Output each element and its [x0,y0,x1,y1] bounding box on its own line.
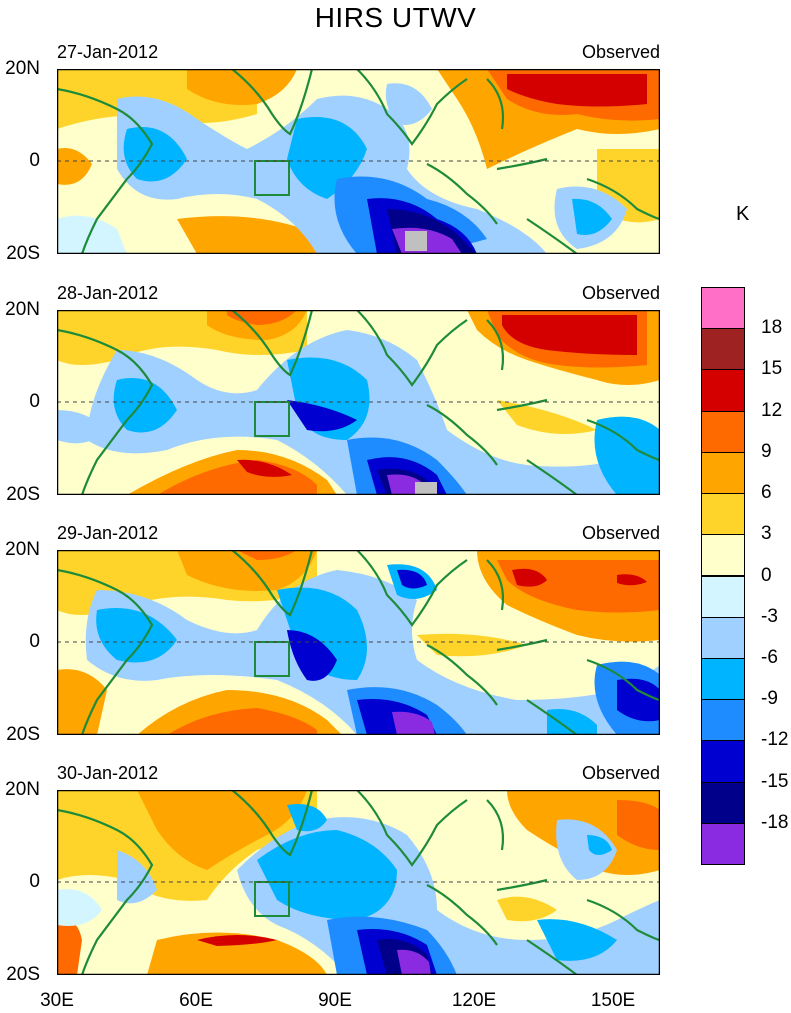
panel-label: Observed [581,42,660,62]
colorbar-swatch [701,410,745,453]
colorbar-tick-label: -15 [761,770,789,792]
lon-label-90e: 90E [318,990,352,1011]
colorbar-swatch [701,616,745,659]
lat-label-20s: 20S [6,243,40,264]
panel-date: 28-Jan-2012 [57,283,159,303]
colorbar-swatch [701,822,745,865]
lat-label-20n: 20N [5,539,40,560]
lat-label-20s: 20S [6,484,40,505]
colorbar-swatch [701,369,745,412]
colorbar-tick-label: 0 [761,564,772,586]
map-panel-27jan [57,69,660,254]
lon-label-60e: 60E [179,990,213,1011]
colorbar-swatch [701,740,745,783]
lat-label-0: 0 [29,871,40,892]
colorbar [701,287,745,865]
colorbar-swatch [701,534,745,577]
lon-label-120e: 120E [451,990,497,1011]
colorbar-unit: K [736,203,750,225]
figure-title: HIRS UTWV [314,2,477,33]
lat-label-20n: 20N [5,779,40,800]
panel-label: Observed [581,523,660,543]
colorbar-tick-label: -12 [761,729,789,751]
colorbar-tick-label: -6 [761,646,778,668]
lon-label-30e: 30E [40,990,74,1011]
map-svg [57,790,660,975]
panel-date: 27-Jan-2012 [57,42,159,62]
map-svg [57,310,660,495]
map-panel-29jan [57,550,660,735]
colorbar-swatch [701,451,745,495]
colorbar-swatch [701,781,745,824]
map-panel-28jan [57,310,660,495]
colorbar-swatch [701,657,745,701]
colorbar-tick-label: 12 [761,399,783,421]
lat-label-20s: 20S [6,964,40,985]
lat-label-20s: 20S [6,724,40,745]
lat-label-20n: 20N [5,299,40,320]
panel-label: Observed [581,283,660,303]
map-svg [57,69,660,254]
map-panel-30jan [57,790,660,975]
lat-label-0: 0 [29,391,40,412]
colorbar-swatch [701,575,745,618]
colorbar-tick-label: -18 [761,811,789,833]
panel-label: Observed [581,763,660,783]
colorbar-tick-label: 15 [761,358,783,380]
lat-label-0: 0 [29,150,40,171]
lat-label-0: 0 [29,631,40,652]
colorbar-tick-label: 9 [761,440,772,462]
colorbar-tick-label: 18 [761,317,783,339]
colorbar-tick-label: 6 [761,482,772,504]
map-svg [57,550,660,735]
colorbar-tick-label: 3 [761,523,772,545]
colorbar-tick-label: -9 [761,688,778,710]
colorbar-tick-label: -3 [761,605,778,627]
panel-date: 30-Jan-2012 [57,763,159,783]
colorbar-swatch [701,493,745,536]
lon-label-150e: 150E [590,990,636,1011]
panel-date: 29-Jan-2012 [57,523,159,543]
colorbar-swatch [701,287,745,330]
colorbar-swatch [701,699,745,742]
lat-label-20n: 20N [5,58,40,79]
colorbar-swatch [701,328,745,371]
